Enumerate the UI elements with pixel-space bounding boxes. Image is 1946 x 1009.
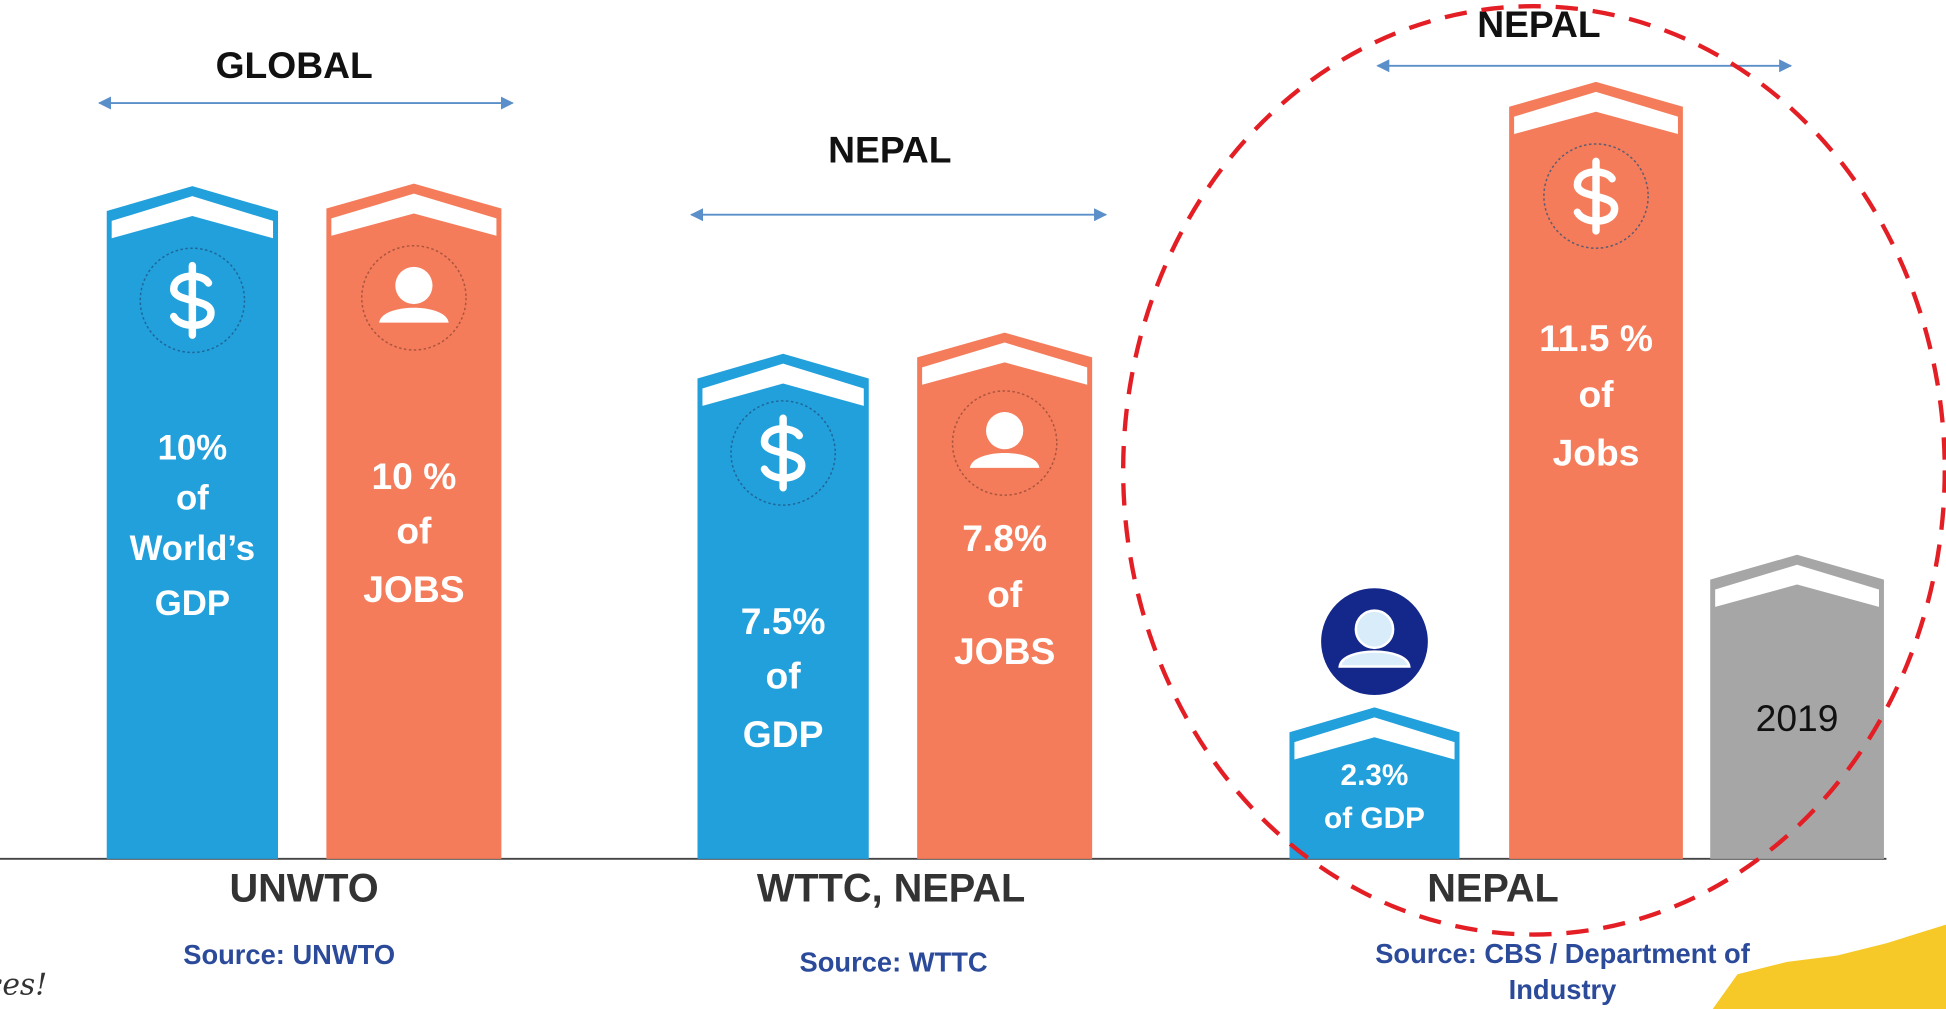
person-head <box>986 412 1024 450</box>
bar-text: GDP <box>155 585 230 623</box>
panel-heading: NEPAL <box>828 128 951 170</box>
bar-text: GDP <box>743 713 824 755</box>
icon-ring <box>1543 143 1649 249</box>
bar-chevron <box>1715 564 1879 607</box>
bar-text: 10 % <box>371 455 456 497</box>
dollar-icon <box>760 414 806 492</box>
bar-text: 2019 <box>1756 697 1839 739</box>
icon-ring <box>361 244 467 351</box>
bar-text: of <box>396 509 432 551</box>
bar-text: 10% <box>158 430 228 468</box>
bar-text: Jobs <box>1553 431 1640 473</box>
bar-chevron <box>1294 717 1455 760</box>
person-body <box>379 307 449 323</box>
source-text: Source: CBS / Department of <box>1375 938 1751 969</box>
bar-text: JOBS <box>363 568 464 610</box>
person-body <box>1338 650 1411 668</box>
panel-heading: GLOBAL <box>216 44 373 86</box>
decoration <box>1712 924 1946 1009</box>
source-text: Source: UNWTO <box>183 939 395 970</box>
person-head <box>395 266 433 305</box>
bar-text: of <box>176 479 209 517</box>
panel-label: UNWTO <box>229 867 378 911</box>
bar-chevron <box>111 196 274 239</box>
bar-chevron <box>1514 91 1678 135</box>
dollar-icon <box>1573 157 1619 235</box>
bar <box>326 183 502 859</box>
bar-text: JOBS <box>954 630 1055 672</box>
bar-chevron <box>331 193 497 236</box>
source-text: Source: WTTC <box>800 947 988 978</box>
highlight-circle <box>1121 4 1946 937</box>
icon-ring <box>951 390 1058 496</box>
person-body <box>969 452 1040 468</box>
bar <box>917 332 1093 859</box>
bar <box>1509 81 1683 859</box>
bar-text: 11.5 % <box>1539 317 1653 359</box>
dollar-icon <box>170 261 215 339</box>
bar-chevron <box>922 342 1088 385</box>
source-text: Industry <box>1509 974 1618 1005</box>
bar <box>1710 554 1884 859</box>
icon-ring <box>139 247 246 354</box>
bar <box>106 186 278 859</box>
bar-text: of <box>766 655 802 697</box>
bar-text: 2.3% <box>1341 759 1409 792</box>
bar-text: World’s <box>130 530 255 568</box>
icon-ring <box>730 400 836 506</box>
bar-text: of <box>987 573 1023 615</box>
panel-label: WTTC, NEPAL <box>757 867 1025 911</box>
bar-text: 7.5% <box>741 600 826 642</box>
bar-text: 7.8% <box>962 517 1047 559</box>
bar <box>697 353 869 859</box>
footer-text: iences! <box>0 968 47 1003</box>
panel-label: NEPAL <box>1427 867 1559 911</box>
bar-chevron <box>702 363 864 406</box>
person-head <box>1354 609 1395 650</box>
bar-text: of GDP <box>1324 802 1425 835</box>
bar-text: of <box>1578 373 1614 415</box>
